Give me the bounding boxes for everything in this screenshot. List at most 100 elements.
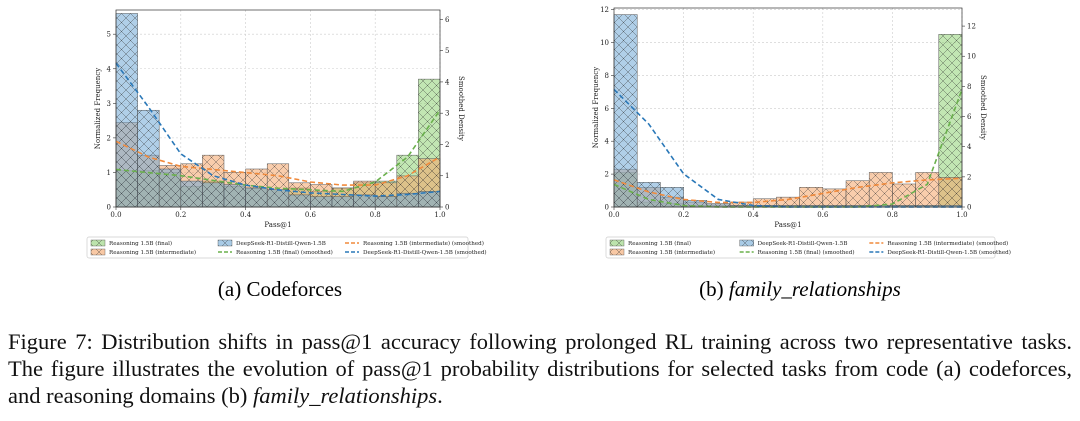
bar-hatch — [938, 205, 962, 207]
bar-hatch — [223, 184, 246, 207]
caption-text: Figure 7: Distribution shifts in pass@1 … — [8, 329, 1072, 408]
legend-hatch — [610, 249, 624, 255]
y2-tick-label: 6 — [445, 16, 450, 24]
y2-tick-label: 5 — [445, 47, 449, 55]
bar-hatch — [267, 189, 289, 207]
chart: 0.0 0.2 0.4 0.6 0.8 1.0024681012024681012Pass… — [592, 6, 1011, 259]
y2-axis-label: Smoothed Density — [979, 75, 987, 140]
subcaption: (b) family_relationships — [530, 277, 1070, 302]
subcaption: (a) Codeforces — [10, 277, 550, 302]
y-axis-label: Normalized Frequency — [592, 67, 600, 148]
y2-tick-label: 6 — [967, 113, 972, 121]
y-tick-label: 0 — [107, 204, 111, 212]
density-line — [115, 62, 441, 197]
bar-hatch — [846, 205, 870, 207]
y2-tick-label: 0 — [967, 204, 971, 212]
y2-tick-label: 4 — [967, 143, 972, 151]
bar-hatch — [729, 202, 754, 207]
y-tick-label: 12 — [600, 6, 609, 14]
legend-frame — [605, 236, 996, 259]
bar-hatch — [180, 181, 203, 207]
y-tick-label: 4 — [605, 138, 610, 146]
y-tick-label: 6 — [605, 105, 610, 113]
legend-hatch — [91, 240, 105, 246]
legend-hatch — [218, 240, 232, 246]
bar-hatch — [353, 194, 376, 207]
y2-tick-label: 0 — [445, 204, 449, 212]
y2-tick-label: 4 — [445, 78, 450, 86]
bar-hatch — [683, 200, 707, 207]
bar-hatch — [614, 14, 638, 208]
legend-label: Reasoning 1.5B (intermediate) — [109, 249, 196, 256]
bar-hatch — [892, 183, 916, 207]
legend-hatch — [610, 240, 624, 246]
x-tick-label: 0.2 — [678, 211, 689, 219]
bar-hatch — [915, 172, 939, 207]
bar-hatch — [116, 13, 138, 207]
y2-tick-label: 3 — [445, 110, 449, 118]
x-tick-label: 1.0 — [434, 211, 445, 219]
y2-tick-label: 1 — [445, 172, 449, 180]
subcaption-label: (a) — [217, 277, 242, 301]
legend-hatch — [91, 249, 105, 255]
legend-hatch — [739, 240, 754, 246]
bar-hatch — [288, 194, 311, 207]
x-axis-label: Pass@1 — [774, 221, 801, 229]
legend-label: Reasoning 1.5B (intermediate) — [628, 249, 715, 256]
subcaption-text: family_relationships — [728, 277, 901, 301]
y-tick-label: 2 — [605, 171, 609, 179]
y2-tick-label: 8 — [967, 83, 971, 91]
y-axis-label: Normalized Frequency — [94, 68, 102, 149]
bar-hatch — [245, 187, 268, 207]
caption-italic: family_relationships — [252, 383, 438, 408]
bar-hatch — [892, 205, 916, 207]
y2-tick-label: 2 — [967, 173, 971, 181]
x-tick-label: 0.4 — [240, 211, 252, 219]
legend-label: Reasoning 1.5B (final) (smoothed) — [236, 249, 333, 256]
legend-label: DeepSeek-R1-Distill-Qwen-1.5B — [758, 241, 848, 247]
caption-end: . — [437, 383, 443, 408]
y-tick-label: 2 — [107, 134, 111, 142]
x-tick-label: 0.8 — [887, 211, 898, 219]
bar-hatch — [938, 177, 962, 207]
bar-hatch — [776, 197, 800, 207]
bar-hatch — [137, 110, 160, 207]
density-line — [115, 109, 441, 193]
x-tick-label: 0.0 — [608, 211, 619, 219]
x-tick-label: 1.0 — [956, 211, 967, 219]
x-tick-label: 0.2 — [175, 211, 186, 219]
bar-hatch — [396, 193, 419, 207]
bar-hatch — [915, 205, 939, 207]
density-line — [613, 177, 963, 204]
bar-hatch — [332, 196, 354, 207]
x-tick-label: 0.0 — [110, 211, 121, 219]
bar-hatch — [753, 198, 777, 207]
bar-hatch — [869, 205, 893, 207]
legend-frame — [86, 236, 469, 259]
chart: 0.0 0.2 0.4 0.6 0.8 1.00123450123456Pass@1Nor… — [86, 9, 487, 259]
bar-hatch — [822, 188, 847, 207]
legend-label: DeepSeek-R1-Distill-Qwen-1.5B (smoothed) — [887, 249, 1011, 256]
plot-frame — [115, 9, 441, 208]
bar-hatch — [729, 205, 754, 207]
y2-tick-label: 2 — [445, 141, 449, 149]
bar-hatch — [159, 168, 181, 207]
x-axis-label: Pass@1 — [264, 221, 291, 229]
bar-hatch — [637, 182, 661, 207]
x-tick-label: 0.6 — [817, 211, 829, 219]
legend-label: Reasoning 1.5B (final) — [109, 240, 172, 247]
y-tick-label: 10 — [600, 39, 609, 47]
subcaption-text: Codeforces — [246, 277, 343, 301]
bar-hatch — [869, 172, 893, 207]
bar-hatch — [202, 182, 224, 207]
bar-hatch — [799, 205, 823, 207]
y-tick-label: 8 — [605, 72, 609, 80]
y-tick-label: 4 — [107, 65, 112, 73]
subcaption-label: (b) — [699, 277, 724, 301]
legend-label: Reasoning 1.5B (final) (smoothed) — [758, 249, 855, 256]
y2-tick-label: 10 — [967, 53, 976, 61]
y-tick-label: 3 — [107, 100, 111, 108]
bar-hatch — [799, 187, 823, 207]
bar-hatch — [310, 196, 333, 207]
